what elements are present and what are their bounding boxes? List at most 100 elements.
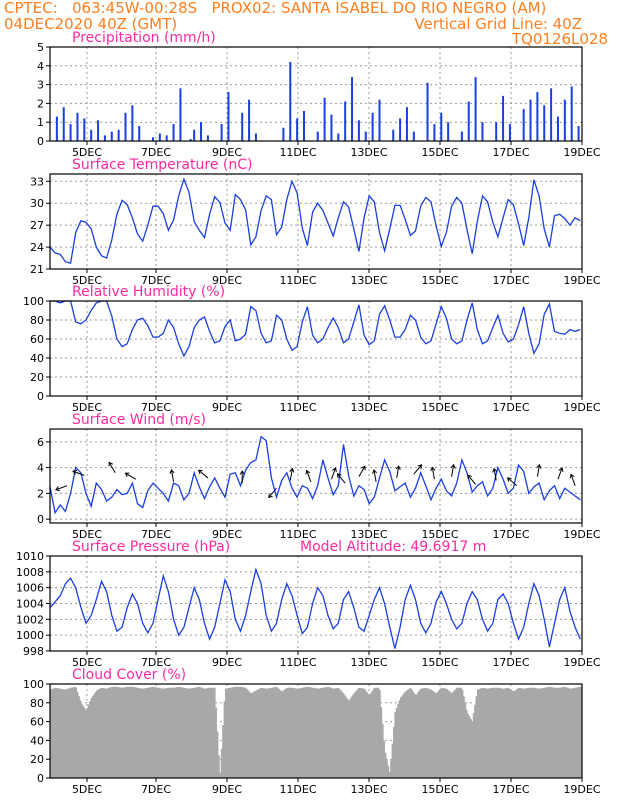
cloud-bar-48 [117, 686, 119, 778]
cloud-bar-361 [555, 687, 558, 778]
press-xtick-label: 13DEC [350, 656, 387, 669]
cloud-bar-148 [257, 689, 259, 778]
cloud-bar-77 [157, 687, 160, 778]
cloud-bar-253 [404, 691, 406, 778]
cloud-bar-90 [176, 687, 178, 778]
cloud-bar-79 [160, 688, 163, 778]
cloud-bar-333 [516, 688, 518, 778]
precip-bar-9 [117, 129, 120, 141]
precip-bar-17 [179, 88, 182, 141]
cloud-bar-231 [373, 688, 376, 778]
cloud-bar-50 [120, 687, 122, 778]
cloud-bar-157 [269, 687, 272, 778]
press-ytick-label: 1004 [16, 598, 44, 611]
cloud-bar-248 [397, 704, 399, 778]
cloud-bar-346 [534, 687, 537, 778]
press-ytick-label: 1002 [16, 613, 44, 626]
wind-title: Surface Wind (m/s) [72, 412, 206, 428]
precip-bar-3 [76, 112, 79, 141]
cloud-bar-187 [311, 687, 314, 778]
cloud-bar-99 [188, 688, 191, 778]
cloud-bar-357 [549, 687, 552, 778]
wind-vector-23 [570, 474, 576, 486]
cloud-bar-217 [353, 692, 356, 778]
cloud-bar-100 [190, 688, 192, 778]
cloud-bar-169 [286, 687, 289, 778]
cloud-bar-140 [246, 688, 248, 778]
wind-vector-head-20 [506, 477, 512, 482]
cloud-bar-304 [475, 695, 478, 778]
precip-bar-56 [522, 109, 525, 141]
cloud-bar-343 [530, 687, 532, 778]
cloud-bar-189 [314, 688, 317, 778]
cloud-bar-86 [170, 687, 173, 778]
cloud-bar-24 [83, 707, 86, 778]
cloud-bar-206 [338, 688, 341, 778]
cloud-bar-94 [181, 687, 184, 778]
cloud-bar-40 [106, 688, 108, 778]
cloud-bar-319 [496, 687, 499, 778]
temp-ytick-label: 24 [30, 241, 44, 254]
cloud-bar-285 [449, 691, 451, 778]
cloud-bar-39 [104, 688, 107, 778]
cloud-bar-12 [66, 688, 69, 778]
cloud-bar-134 [237, 686, 240, 778]
cloud-bar-270 [428, 688, 430, 778]
rh-xtick-label: 19DEC [563, 401, 600, 414]
precip-bar-32 [323, 97, 326, 141]
cloud-bar-336 [520, 688, 523, 778]
cloud-bar-18 [75, 687, 77, 778]
wind-vector-head-16 [430, 466, 436, 472]
cloud-bar-186 [310, 687, 313, 778]
rh-xtick-label: 7DEC [141, 401, 171, 414]
cloud-bar-318 [495, 687, 497, 778]
cloud-bar-13 [68, 688, 70, 778]
cloud-bar-202 [332, 688, 335, 778]
cloud-bar-5 [57, 688, 59, 778]
wind-xtick-label: 5DEC [72, 528, 102, 541]
precip-bar-59 [543, 105, 546, 141]
precip-bar-13 [151, 137, 154, 141]
wind-vector-8 [289, 468, 293, 481]
wind-ytick-label: 6 [37, 436, 44, 449]
wind-vector-11 [337, 473, 346, 484]
cloud-bar-10 [64, 689, 66, 778]
cloud-bar-323 [502, 688, 504, 778]
cloud-bar-122 [220, 748, 223, 778]
cloud-bar-282 [444, 688, 447, 778]
cloud-bar-153 [264, 688, 266, 778]
rh-xtick-label: 15DEC [421, 401, 458, 414]
cloud-bar-293 [460, 687, 462, 778]
precip-bar-26 [254, 133, 257, 141]
cloud-bar-36 [100, 687, 103, 778]
cloud-bar-204 [335, 688, 338, 778]
cloud-bar-267 [423, 688, 426, 778]
cloud-bar-53 [124, 687, 126, 778]
cloud-bar-237 [381, 723, 384, 778]
precip-bar-7 [103, 135, 106, 141]
cloud-bar-183 [306, 686, 308, 778]
cloud-bar-294 [461, 689, 464, 778]
precip-bar-60 [550, 88, 553, 141]
cloud-bar-274 [433, 692, 436, 778]
cloud-bar-342 [528, 687, 531, 778]
cloud-bar-108 [201, 687, 203, 778]
cloud-bar-149 [258, 688, 261, 778]
cloud-bar-315 [491, 687, 493, 778]
cloud-bar-4 [55, 687, 58, 778]
cloud-bar-111 [205, 688, 208, 778]
cloud-bar-49 [118, 687, 121, 778]
cloud-bar-116 [212, 687, 215, 778]
temp-ytick-label: 27 [30, 219, 44, 232]
cloud-bar-82 [164, 688, 167, 778]
press-ytick-label: 998 [23, 645, 44, 658]
precip-ytick-label: 2 [37, 97, 44, 110]
wind-xtick-label: 11DEC [279, 528, 316, 541]
cloud-bar-132 [234, 686, 237, 778]
precip-ytick-label: 5 [37, 41, 44, 54]
cloud-bar-159 [272, 687, 275, 778]
cloud-bar-331 [513, 690, 516, 778]
precip-bar-16 [172, 124, 175, 141]
cloud-bar-127 [227, 688, 230, 778]
cloud-bar-313 [488, 688, 490, 778]
